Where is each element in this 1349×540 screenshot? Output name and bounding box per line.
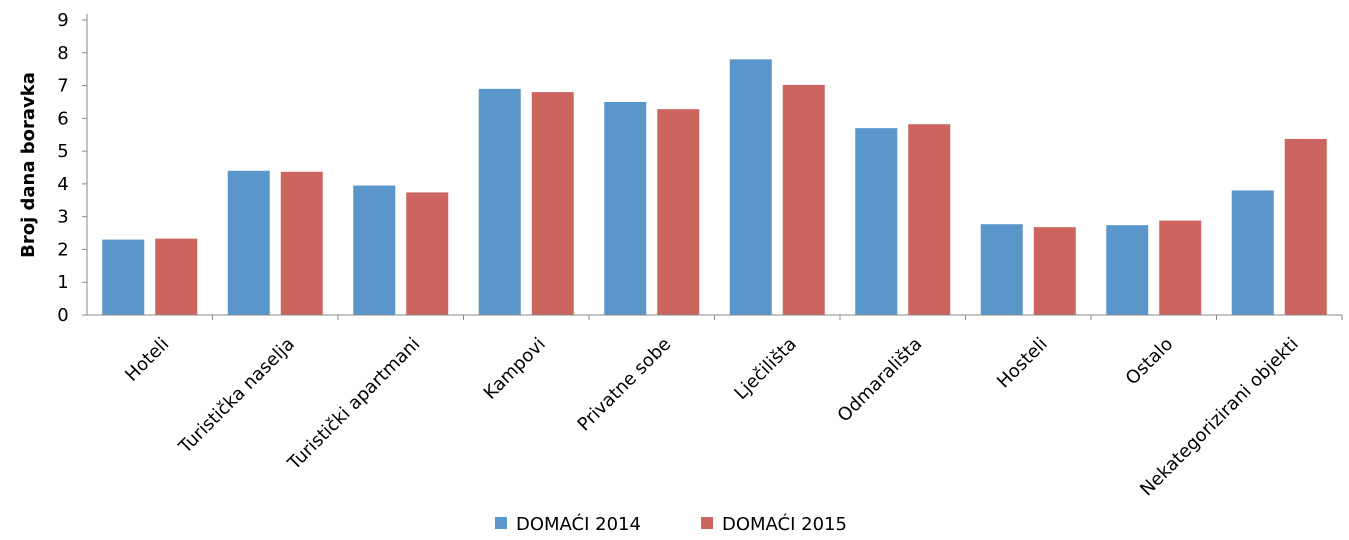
bar-2014-5	[729, 59, 772, 316]
y-tick-label: 1	[57, 272, 68, 293]
x-category-label: Lječilišta	[730, 334, 800, 404]
bar-2014-1	[227, 170, 270, 315]
y-tick-label: 0	[57, 305, 68, 326]
y-tick-label: 4	[57, 174, 68, 195]
y-axis-title: Broj dana boravka	[18, 72, 39, 258]
legend-swatch-2014	[495, 517, 507, 529]
x-category-label: Privatne sobe	[574, 334, 676, 436]
x-category-label: Hoteli	[121, 334, 173, 386]
bar-2015-4	[657, 109, 700, 316]
bar-2014-9	[1231, 190, 1274, 315]
bars	[102, 59, 1343, 320]
y-tick-labels: 0 1 2 3 4 5 6 7 8 9	[57, 10, 87, 326]
bar-2015-6	[908, 124, 951, 315]
bar-2014-6	[855, 128, 898, 315]
x-category-label: Odmarališta	[834, 334, 927, 427]
y-tick-label: 9	[57, 10, 68, 31]
x-category-label: Turistički apartmani	[283, 334, 424, 475]
axes	[86, 14, 1342, 316]
y-tick-label: 2	[57, 239, 68, 260]
bar-2015-1	[280, 171, 323, 315]
y-tick-label: 8	[57, 43, 68, 64]
x-category-label: Kampovi	[480, 334, 550, 404]
bar-2014-8	[1106, 225, 1149, 315]
y-tick-label: 5	[57, 141, 68, 162]
x-category-label: Hosteli	[993, 334, 1052, 393]
bar-2014-3	[478, 88, 521, 315]
bar-2015-5	[782, 84, 825, 316]
bar-2014-7	[980, 224, 1023, 315]
bar-2014-0	[102, 239, 145, 315]
y-tick-label: 6	[57, 108, 68, 129]
legend-label-2014: DOMAĆI 2014	[516, 513, 641, 535]
bar-2015-3	[531, 92, 574, 315]
bar-2015-8	[1159, 220, 1202, 315]
y-tick-label: 3	[57, 207, 68, 228]
x-category-label: Turistička naselja	[174, 334, 299, 459]
legend-label-2015: DOMAĆI 2015	[722, 513, 847, 535]
y-tick-label: 7	[57, 76, 68, 97]
bar-2015-9	[1284, 138, 1327, 315]
bar-2014-4	[604, 101, 647, 315]
legend-swatch-2015	[701, 517, 713, 529]
bar-2015-7	[1033, 227, 1076, 315]
bar-2014-2	[353, 185, 396, 315]
legend: DOMAĆI 2014 DOMAĆI 2015	[495, 513, 847, 535]
y-axis-title-group: Broj dana boravka	[18, 72, 39, 258]
bar-2015-0	[155, 238, 198, 315]
bar-2015-2	[406, 192, 449, 315]
x-category-label: Ostalo	[1122, 334, 1178, 390]
